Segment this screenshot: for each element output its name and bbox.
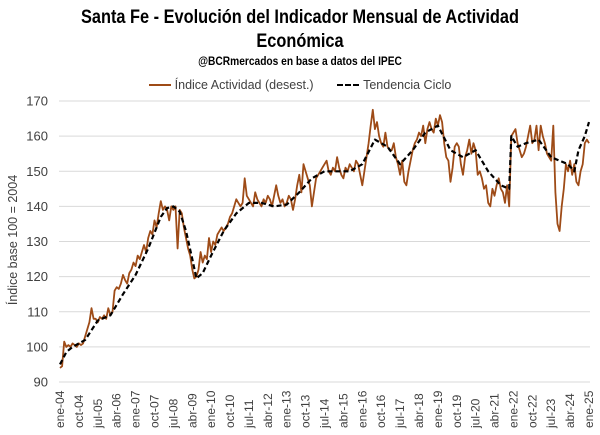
x-axis-ticks: ene-04 oct-04 jul-05 abr-06 ene-07 oct-07 jul-…: [53, 390, 596, 429]
legend: Índice Actividad (desest.) Tendencia Cic…: [0, 75, 600, 92]
legend-label-tendencia: Tendencia Ciclo: [363, 78, 452, 92]
x-tick-label: ene-07: [129, 390, 143, 428]
x-tick-label: jul-05: [91, 398, 105, 429]
legend-swatch-actividad: [148, 84, 171, 86]
x-tick-label: abr-15: [336, 393, 350, 428]
y-axis-ticks: 90 100 110 120 130 140 150 160 170: [26, 94, 48, 390]
x-tick-label: abr-09: [185, 393, 199, 428]
series-line-tendencia: [59, 121, 591, 365]
x-tick-label: oct-22: [525, 394, 539, 428]
legend-item-tendencia: Tendencia Ciclo: [337, 78, 451, 92]
chart-title-line-1: Santa Fe - Evolución del Indicador Mensu…: [81, 7, 519, 28]
gridlines: [59, 100, 590, 383]
x-tick-label: abr-24: [563, 393, 577, 428]
x-tick-label: abr-12: [261, 393, 275, 428]
x-tick-label: jul-17: [393, 398, 407, 429]
x-tick-label: ene-25: [582, 390, 596, 428]
x-tick-label: jul-14: [318, 398, 332, 429]
x-tick-label: jul-20: [469, 398, 483, 429]
series-group: [59, 108, 591, 369]
x-tick-label: abr-06: [110, 393, 124, 428]
x-tick-label: abr-18: [412, 393, 426, 428]
x-tick-label: ene-22: [506, 390, 520, 428]
chart-title-line-2: Económica: [256, 31, 344, 52]
x-tick-label: ene-13: [280, 390, 294, 428]
y-tick-label: 120: [26, 269, 48, 284]
x-tick-label: jul-08: [166, 398, 180, 429]
x-tick-label: oct-16: [374, 394, 388, 428]
x-tick-label: jul-23: [544, 398, 558, 429]
legend-swatch-tendencia: [337, 84, 360, 86]
chart-title: Santa Fe - Evolución del Indicador Mensu…: [42, 6, 558, 54]
legend-label-actividad: Índice Actividad (desest.): [174, 78, 314, 92]
y-tick-label: 130: [26, 234, 48, 249]
x-tick-label: ene-10: [204, 390, 218, 428]
series-line-actividad: [59, 108, 590, 369]
x-tick-label: oct-07: [147, 394, 161, 428]
x-tick-label: oct-13: [299, 394, 313, 428]
x-tick-label: jul-11: [242, 399, 256, 429]
x-tick-label: ene-04: [53, 390, 67, 428]
x-tick-label: ene-16: [355, 390, 369, 428]
chart-subtitle: @BCRmercados en base a datos del IPEC: [198, 54, 402, 68]
y-tick-label: 90: [34, 375, 48, 390]
x-tick-label: oct-19: [450, 394, 464, 428]
y-tick-label: 100: [26, 339, 48, 354]
x-tick-label: oct-04: [72, 394, 86, 428]
x-tick-label: oct-10: [223, 394, 237, 428]
x-tick-label: abr-21: [488, 393, 502, 428]
x-tick-label: ene-19: [431, 390, 445, 428]
y-tick-label: 110: [27, 304, 48, 319]
y-tick-label: 160: [26, 129, 48, 144]
y-tick-label: 170: [26, 94, 48, 109]
legend-item-actividad: Índice Actividad (desest.): [148, 78, 314, 92]
y-axis-label: Índice base 100 = 2004: [5, 175, 20, 305]
y-tick-label: 140: [26, 199, 48, 214]
y-tick-label: 150: [26, 164, 48, 179]
